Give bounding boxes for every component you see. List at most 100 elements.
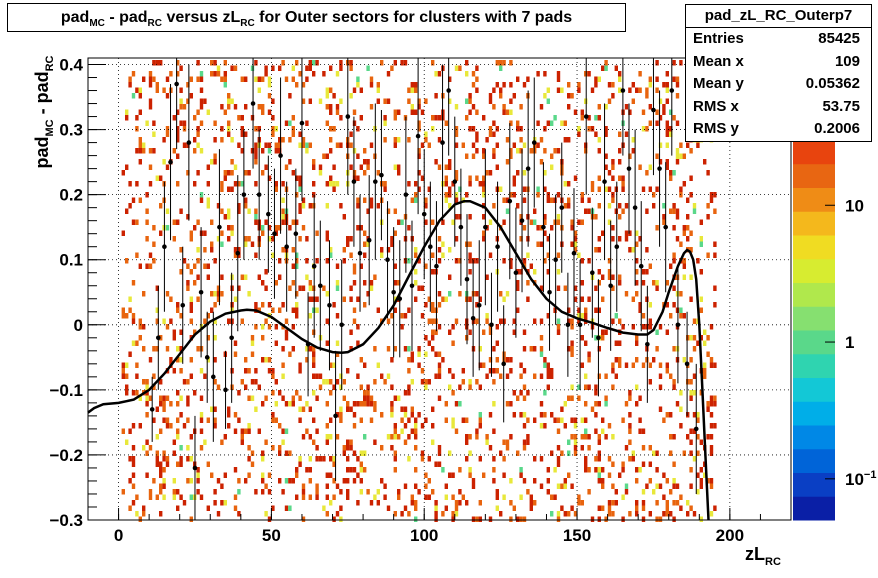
heatmap-cell xyxy=(509,82,513,88)
heatmap-cell xyxy=(635,467,639,473)
heatmap-cell xyxy=(689,379,693,385)
heatmap-cell xyxy=(407,98,411,104)
heatmap-cell xyxy=(223,170,227,176)
heatmap-cell xyxy=(376,170,380,176)
heatmap-cell xyxy=(631,450,635,456)
heatmap-cell xyxy=(352,109,357,115)
heatmap-cell xyxy=(386,346,391,352)
heatmap-cell xyxy=(573,417,578,423)
heatmap-cell xyxy=(131,197,136,203)
heatmap-cell xyxy=(522,186,527,192)
heatmap-cell xyxy=(250,340,255,346)
heatmap-cell xyxy=(594,428,598,434)
profile-point xyxy=(452,179,458,184)
heatmap-cell xyxy=(499,93,503,99)
heatmap-cell xyxy=(301,225,306,231)
heatmap-cell xyxy=(179,87,183,93)
heatmap-cell xyxy=(393,109,397,115)
heatmap-cell xyxy=(138,109,142,115)
heatmap-cell xyxy=(295,258,299,264)
heatmap-cell xyxy=(451,181,455,187)
heatmap-cell xyxy=(383,379,387,385)
heatmap-cell xyxy=(577,395,581,401)
heatmap-cell xyxy=(417,412,421,418)
heatmap-cell xyxy=(352,120,357,126)
heatmap-cell xyxy=(203,439,207,445)
heatmap-cell xyxy=(458,291,462,297)
heatmap-cell xyxy=(196,296,200,302)
heatmap-cell xyxy=(339,60,343,66)
heatmap-cell xyxy=(505,197,510,203)
heatmap-cell xyxy=(509,258,513,264)
heatmap-cell xyxy=(652,192,656,198)
heatmap-cell xyxy=(240,131,244,137)
heatmap-cell xyxy=(247,291,251,297)
heatmap-cell xyxy=(431,335,435,341)
heatmap-cell xyxy=(584,456,588,462)
heatmap-cell xyxy=(403,406,408,412)
heatmap-cell xyxy=(176,489,180,495)
heatmap-cell xyxy=(271,252,275,258)
heatmap-cell xyxy=(431,318,435,324)
heatmap-cell xyxy=(148,82,153,88)
heatmap-cell xyxy=(556,511,561,517)
heatmap-cell xyxy=(369,417,374,423)
heatmap-cell xyxy=(179,269,183,275)
heatmap-cell xyxy=(699,467,703,473)
heatmap-cell xyxy=(621,417,625,423)
plot-frame xyxy=(87,57,792,521)
heatmap-cell xyxy=(128,82,132,88)
heatmap-cell xyxy=(621,467,625,473)
y-tick-label: 0.1 xyxy=(59,251,83,270)
heatmap-cell xyxy=(356,175,360,181)
heatmap-cell xyxy=(312,417,316,423)
heatmap-cell xyxy=(179,65,183,71)
heatmap-cell xyxy=(179,208,183,214)
heatmap-cell xyxy=(335,181,340,187)
heatmap-cell xyxy=(499,291,503,297)
heatmap-cell xyxy=(543,357,547,363)
heatmap-cell xyxy=(641,489,646,495)
heatmap-cell xyxy=(148,445,153,451)
heatmap-cell xyxy=(271,98,275,104)
heatmap-cell xyxy=(567,137,571,143)
heatmap-cell xyxy=(267,489,272,495)
heatmap-cell xyxy=(244,236,248,242)
heatmap-cell xyxy=(509,192,513,198)
heatmap-cell xyxy=(543,390,547,396)
profile-point xyxy=(299,120,305,126)
heatmap-cell xyxy=(291,65,295,71)
heatmap-cell xyxy=(352,401,357,407)
heatmap-cell xyxy=(597,203,601,209)
heatmap-cell xyxy=(604,131,608,137)
heatmap-cell xyxy=(400,60,404,66)
heatmap-cell xyxy=(261,170,265,176)
heatmap-cell xyxy=(556,192,561,198)
heatmap-cell xyxy=(135,87,139,93)
heatmap-cell xyxy=(417,258,421,264)
heatmap-cell xyxy=(376,87,380,93)
heatmap-cell xyxy=(274,417,278,423)
heatmap-cell xyxy=(359,164,363,170)
heatmap-cell xyxy=(298,395,302,401)
heatmap-cell xyxy=(397,489,401,495)
heatmap-cell xyxy=(533,318,537,324)
heatmap-cell xyxy=(458,384,462,390)
heatmap-cell xyxy=(533,456,537,462)
heatmap-cell xyxy=(672,379,676,385)
heatmap-cell xyxy=(458,65,462,71)
heatmap-cell xyxy=(550,120,554,126)
heatmap-cell xyxy=(424,203,428,209)
heatmap-cell xyxy=(315,307,319,313)
heatmap-cell xyxy=(131,472,136,478)
heatmap-cell xyxy=(125,109,129,115)
heatmap-cell xyxy=(468,252,472,258)
heatmap-cell xyxy=(672,285,676,291)
heatmap-cell xyxy=(169,318,173,324)
palette-segment xyxy=(793,211,835,236)
heatmap-cell xyxy=(159,428,163,434)
heatmap-cell xyxy=(516,76,520,82)
heatmap-cell xyxy=(601,65,605,71)
heatmap-cell xyxy=(155,450,159,456)
heatmap-cell xyxy=(233,104,238,110)
